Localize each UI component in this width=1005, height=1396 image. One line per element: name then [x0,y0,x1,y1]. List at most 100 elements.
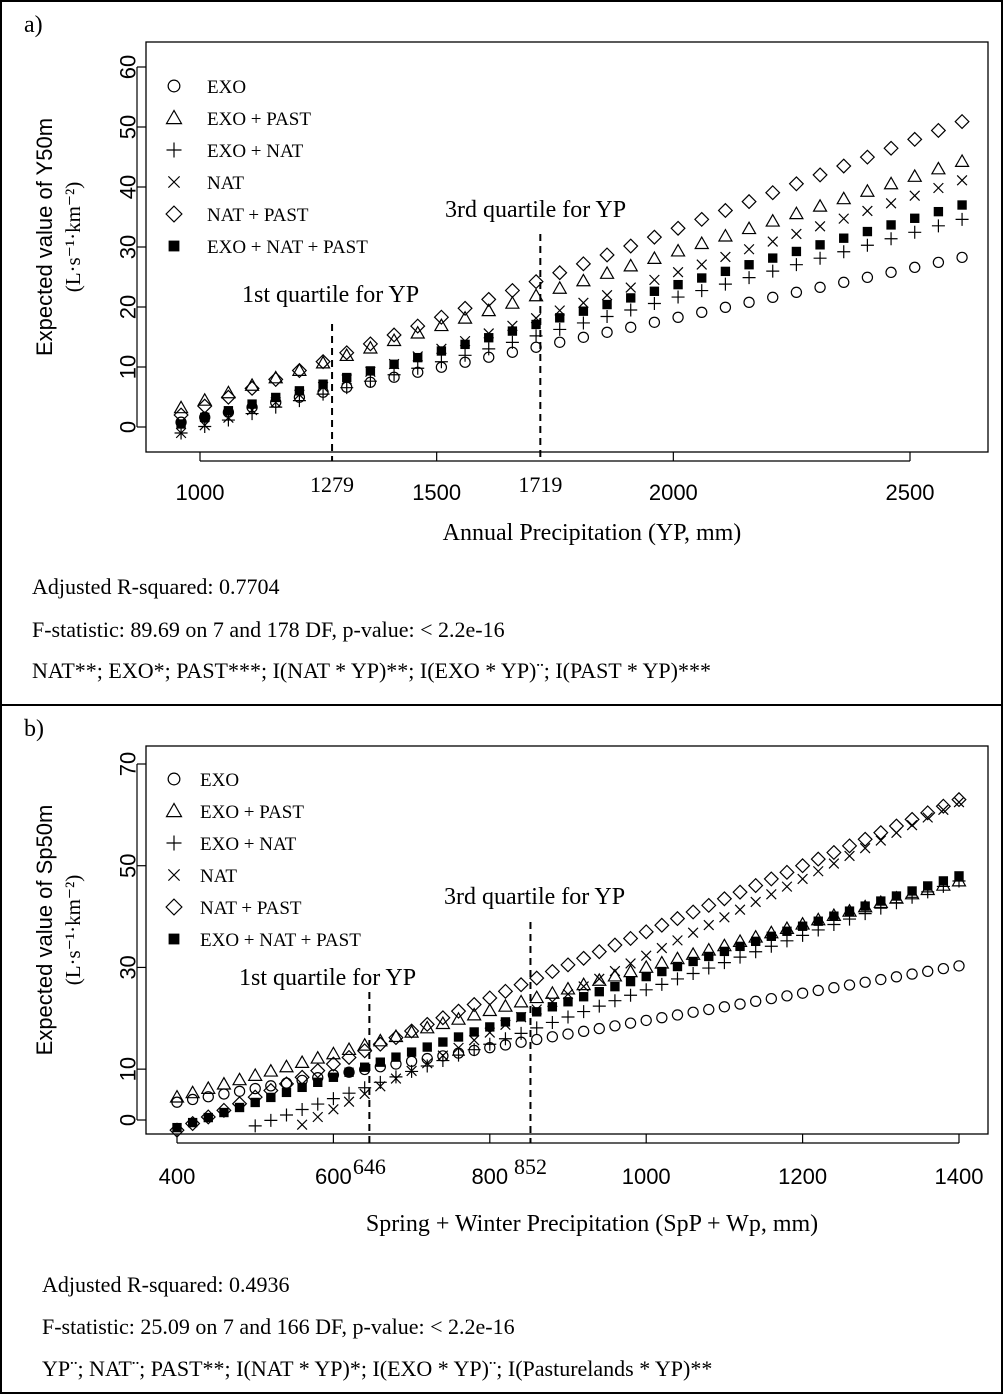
data-point [482,342,496,356]
data-point [641,971,651,982]
data-point [686,966,700,980]
data-point [640,1014,652,1027]
data-point [221,413,235,427]
data-point [765,992,777,1005]
data-point [875,835,887,846]
data-point [185,1085,201,1099]
data-point [768,253,778,263]
data-point [601,326,613,338]
data-point [672,266,684,278]
data-point [485,1022,495,1032]
data-point [956,251,968,264]
data-point [372,1036,388,1052]
y-tick-label: 50 [116,853,141,877]
data-point [859,976,871,988]
data-point [951,791,967,808]
data-point [339,345,355,361]
data-point [344,1067,354,1077]
data-point [223,406,234,416]
data-point [875,973,887,986]
series-exo-nat-past [176,200,967,429]
data-point [765,185,781,201]
y-tick-label: 0 [116,1114,141,1126]
y-tick-label: 70 [116,752,141,776]
data-point [673,279,683,290]
data-point [719,946,730,957]
data-point [435,1015,451,1030]
data-point [646,250,662,264]
data-point [592,999,606,1013]
data-point [410,318,426,334]
data-point [316,387,330,401]
data-point [250,1097,260,1108]
data-point [176,419,186,429]
data-point [885,266,897,279]
data-point [247,399,257,409]
data-point [218,1088,230,1100]
data-point [671,1009,684,1021]
data-point [175,427,187,439]
data-point [467,1043,481,1057]
data-point [930,122,947,139]
data-point [310,1062,326,1079]
data-point [403,1023,420,1039]
data-point [484,333,494,343]
data-point [844,850,855,862]
data-point [935,798,952,814]
data-point [529,989,545,1004]
data-point [360,1062,370,1072]
data-point [862,226,873,237]
data-point [649,286,660,296]
data-point [701,897,717,914]
data-point [860,238,874,252]
y-axis-label: Expected value of Y50m [32,118,57,356]
data-point [575,273,591,287]
data-point [433,317,449,332]
data-point [311,1097,325,1111]
data-point [797,921,808,931]
data-point [343,1066,355,1078]
data-point [933,182,944,194]
legend-label: EXO [200,770,239,791]
series-exo-nat [248,874,966,1133]
data-point [450,1003,467,1019]
data-point [544,963,561,980]
data-point [554,336,566,348]
data-point [561,1010,575,1024]
quartile-tick-label: 1719 [518,472,562,497]
data-point [933,206,944,217]
data-point [577,1025,590,1037]
data-point [672,311,684,323]
data-point [838,276,850,289]
data-point [313,1077,323,1087]
data-point [953,796,965,808]
data-point [812,865,824,877]
data-point [694,235,710,250]
x-tick-label: 2500 [886,480,935,505]
data-point [687,1006,699,1018]
data-point [340,381,354,395]
data-point [576,977,592,991]
data-point [838,213,850,224]
data-point [906,968,918,980]
data-point [954,871,964,881]
data-point [640,950,652,962]
data-point [688,956,698,967]
data-point [843,979,856,991]
data-point [625,958,636,969]
y-tick-label: 30 [116,235,141,259]
data-point [654,955,670,969]
data-point [497,983,514,1000]
data-point [504,295,520,309]
data-point [687,927,699,938]
data-point [938,876,949,886]
data-point [609,1020,621,1032]
data-point [638,959,654,973]
data-point [292,394,306,408]
data-point [328,1072,339,1082]
data-point [859,149,876,165]
data-point [717,228,733,242]
data-point [362,336,379,352]
data-point [248,1119,262,1133]
data-point [468,1034,480,1046]
